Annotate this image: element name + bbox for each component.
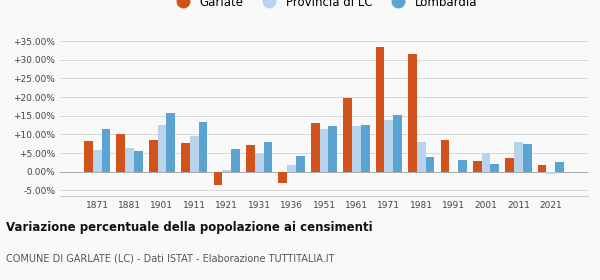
Bar	[296, 156, 305, 172]
Bar	[84, 141, 93, 172]
Bar	[352, 126, 361, 172]
Bar	[158, 125, 166, 172]
Bar	[361, 125, 370, 172]
Bar	[408, 54, 417, 172]
Bar	[101, 129, 110, 172]
Bar	[231, 149, 240, 172]
Bar	[385, 120, 393, 172]
Bar	[190, 136, 199, 172]
Bar	[278, 172, 287, 183]
Bar	[490, 164, 499, 172]
Bar	[214, 172, 223, 185]
Bar	[328, 126, 337, 172]
Bar	[149, 140, 158, 172]
Bar	[417, 142, 425, 172]
Bar	[255, 154, 263, 172]
Bar	[93, 150, 101, 172]
Bar	[425, 157, 434, 172]
Bar	[166, 113, 175, 172]
Bar	[223, 170, 231, 172]
Legend: Garlate, Provincia di LC, Lombardia: Garlate, Provincia di LC, Lombardia	[166, 0, 482, 13]
Bar	[134, 151, 143, 172]
Text: COMUNE DI GARLATE (LC) - Dati ISTAT - Elaborazione TUTTITALIA.IT: COMUNE DI GARLATE (LC) - Dati ISTAT - El…	[6, 254, 335, 264]
Bar	[514, 142, 523, 172]
Bar	[287, 165, 296, 172]
Bar	[440, 140, 449, 172]
Bar	[311, 123, 320, 172]
Bar	[393, 115, 402, 172]
Bar	[116, 134, 125, 172]
Bar	[125, 148, 134, 172]
Bar	[246, 145, 255, 172]
Bar	[199, 122, 208, 172]
Bar	[263, 142, 272, 172]
Bar	[555, 162, 564, 172]
Bar	[538, 165, 547, 172]
Bar	[181, 143, 190, 172]
Bar	[320, 129, 328, 172]
Bar	[473, 161, 482, 172]
Bar	[523, 144, 532, 172]
Bar	[482, 153, 490, 172]
Bar	[458, 160, 467, 172]
Bar	[376, 47, 385, 172]
Bar	[505, 158, 514, 172]
Bar	[547, 172, 555, 174]
Bar	[343, 98, 352, 172]
Text: Variazione percentuale della popolazione ai censimenti: Variazione percentuale della popolazione…	[6, 221, 373, 234]
